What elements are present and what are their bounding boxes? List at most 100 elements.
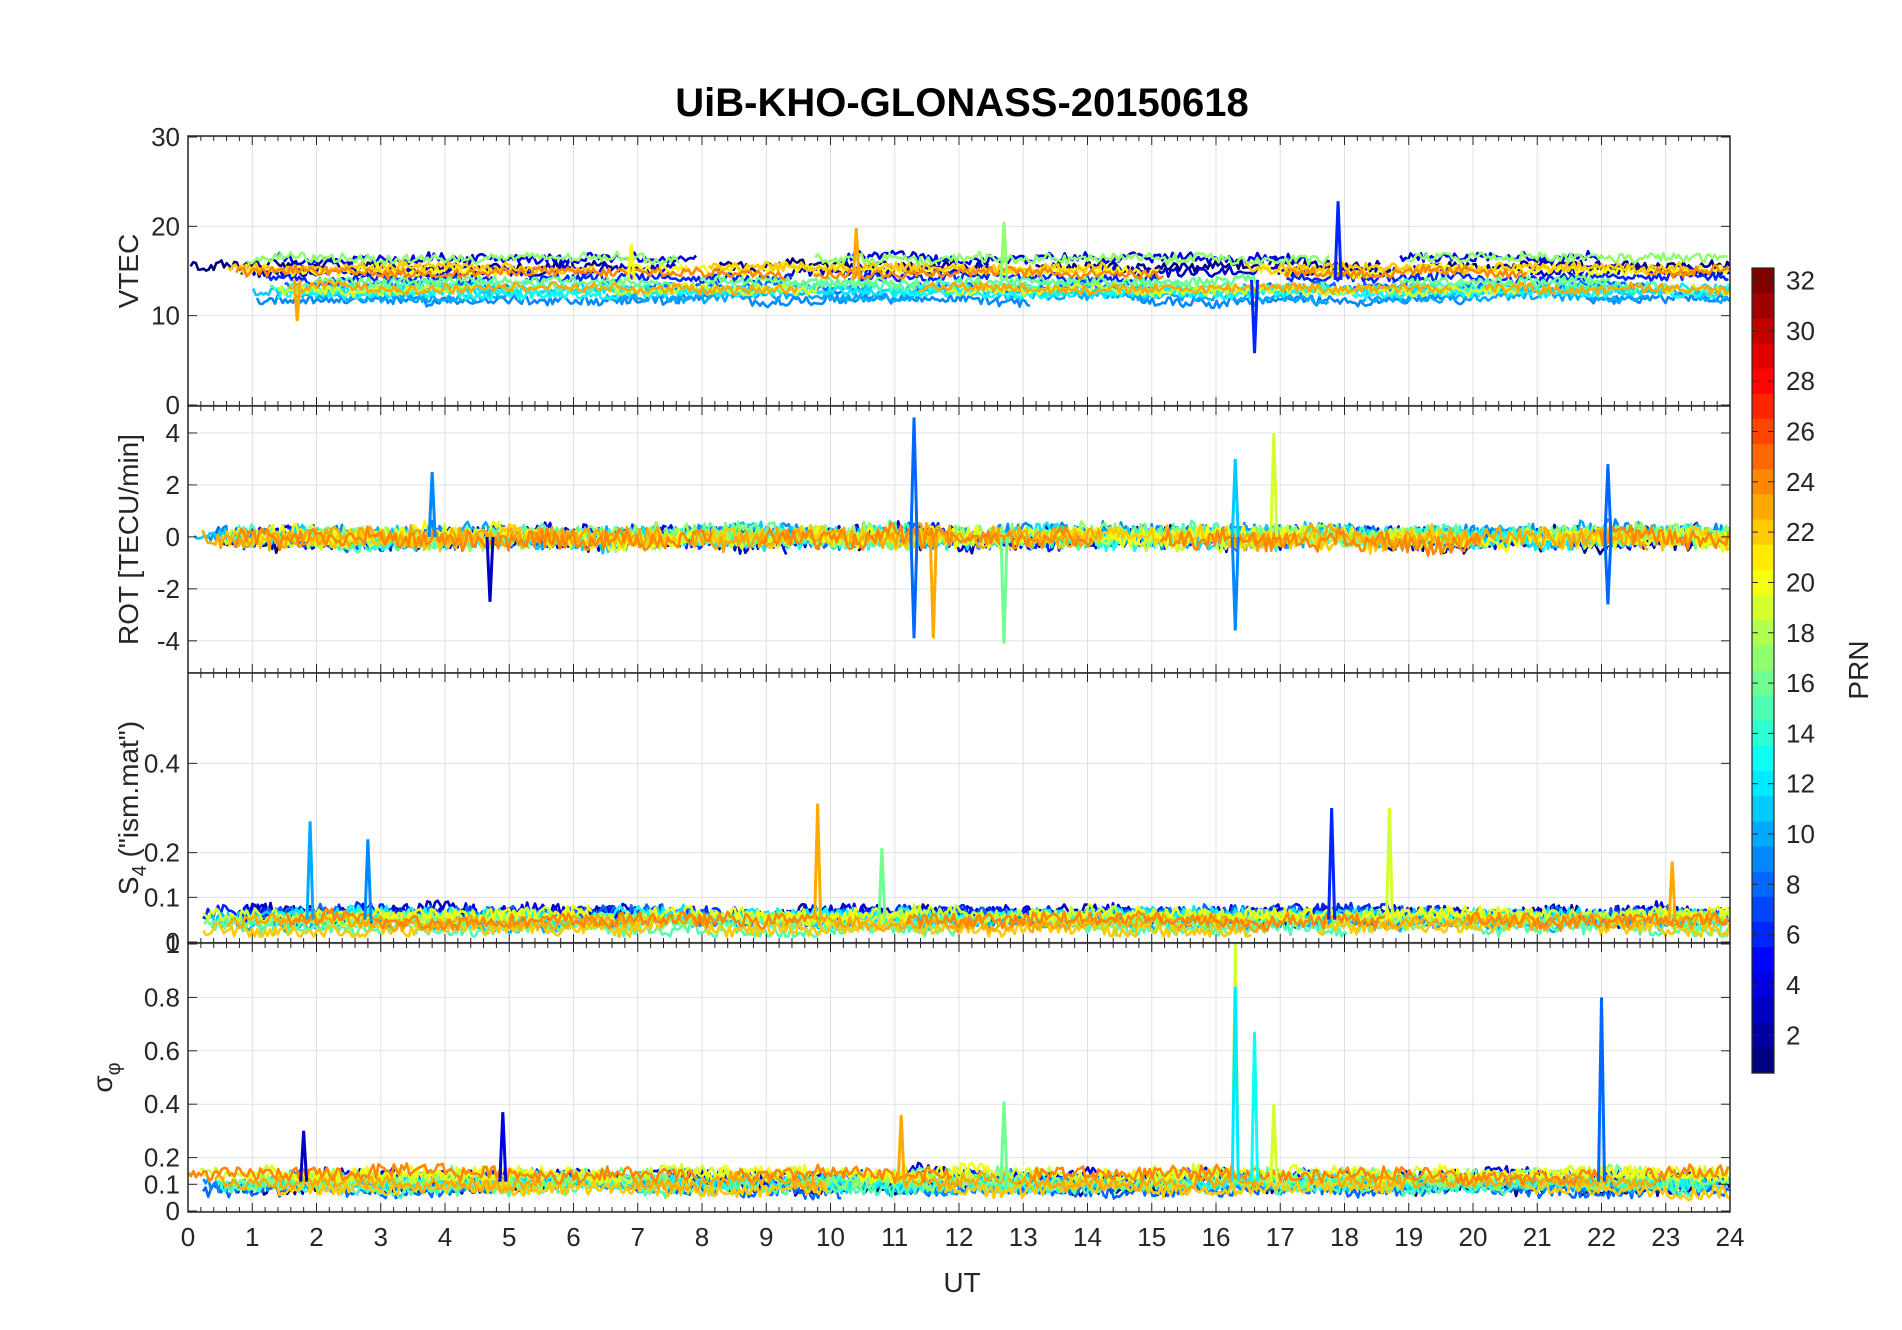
y-axis-label-sigma: σφ [87, 1062, 125, 1092]
series-line-prn-22 [702, 916, 1252, 938]
series-line-prn-22 [1244, 260, 1699, 276]
series-line-prn-24 [1159, 526, 1481, 557]
x-tick-label: 15 [1137, 1222, 1166, 1252]
series-line-prn-24 [1599, 524, 1730, 551]
colorbar-segment [1752, 494, 1774, 521]
series-line-prn-17 [246, 250, 681, 266]
series-line-prn-24 [188, 1162, 698, 1186]
colorbar-tick-label: 4 [1786, 970, 1800, 1000]
spike-mark [999, 221, 1009, 281]
series-line-prn-6 [521, 271, 793, 286]
spike-mark [1269, 432, 1279, 537]
colorbar-segment [1752, 871, 1774, 898]
spike-mark [1230, 986, 1240, 1182]
y-tick-label: 10 [151, 301, 180, 331]
spike-mark [1269, 1104, 1279, 1182]
series-line-prn-16 [699, 273, 921, 291]
series-line-prn-22 [707, 261, 1109, 276]
colorbar-segment [1752, 519, 1774, 546]
series-line-prn-19 [1564, 524, 1730, 551]
x-tick-label: 11 [881, 1222, 908, 1252]
series-line-prn-24 [235, 264, 787, 281]
series-line-prn-24 [232, 525, 713, 553]
colorbar-segment [1752, 343, 1774, 370]
colorbar-segment [1752, 922, 1774, 948]
x-tick-label: 20 [1459, 1222, 1488, 1252]
colorbar-segment [1752, 469, 1774, 496]
colorbar-tick-label: 6 [1786, 920, 1800, 950]
spike-mark [896, 1114, 906, 1182]
spike-mark [498, 1112, 508, 1182]
colorbar-segment [1752, 947, 1774, 973]
y-tick-label: 0.2 [144, 1143, 180, 1173]
series-line-prn-23 [902, 1170, 1265, 1193]
colorbar-segment [1752, 771, 1774, 797]
colorbar-tick-label: 14 [1786, 718, 1815, 748]
x-tick-label: 13 [1009, 1222, 1038, 1252]
spike-mark [1327, 807, 1337, 920]
x-tick-label: 12 [945, 1222, 974, 1252]
colorbar-segment [1752, 645, 1774, 672]
spike-mark [1667, 861, 1677, 920]
spike-mark [928, 536, 938, 639]
y-label-rest: ("ism.mat") [113, 721, 144, 865]
y-tick-label: 30 [151, 122, 180, 152]
series-line-prn-23 [918, 281, 1452, 296]
x-tick-label: 7 [631, 1222, 645, 1252]
spike-mark [292, 279, 302, 322]
series-line-prn-22 [275, 1178, 829, 1199]
x-tick-label: 8 [695, 1222, 709, 1252]
series-line-prn-24 [1283, 263, 1528, 279]
x-tick-label: 9 [759, 1222, 773, 1252]
colorbar-segment [1752, 896, 1774, 923]
spike-mark [1230, 536, 1240, 631]
x-tick-label: 14 [1073, 1222, 1102, 1252]
colorbar-segment [1752, 670, 1774, 697]
colorbar-segment [1752, 745, 1774, 772]
y-tick-label: 0.2 [144, 838, 180, 868]
series-line-prn-20 [240, 1164, 622, 1185]
y-tick-label: -4 [157, 626, 180, 656]
colorbar-frame [1751, 267, 1775, 1074]
colorbar-tick-label: 22 [1786, 517, 1815, 547]
series-group-sigma [188, 943, 1730, 1202]
y-tick-label: 2 [166, 470, 180, 500]
colorbar-segment [1752, 1022, 1774, 1049]
colorbar-label: PRN [1843, 640, 1874, 699]
colorbar-segment [1752, 720, 1774, 747]
panel-vtec: 0 10 20 30 VTEC [113, 122, 1731, 420]
chart-title: UiB-KHO-GLONASS-20150618 [675, 81, 1249, 125]
panel-rot: -4 -2 0 2 4 ROT [TECU/min] [113, 405, 1731, 674]
x-tick-label: 5 [502, 1222, 516, 1252]
panel-s4: 00.10.20.4S4 ("ism.mat") [113, 672, 1731, 957]
colorbar-segment [1752, 972, 1774, 999]
colorbar-tick-label: 20 [1786, 567, 1815, 597]
series-line-prn-24 [1027, 1163, 1601, 1187]
y-tick-label: 0 [166, 522, 180, 552]
spike-mark [1603, 464, 1613, 537]
y-tick-label: 20 [151, 211, 180, 241]
colorbar-tick-label: 26 [1786, 417, 1815, 447]
spike-mark [909, 417, 919, 537]
colorbar-segment [1752, 595, 1774, 621]
series-line-prn-22 [1597, 920, 1730, 938]
series-group-rot [193, 417, 1730, 644]
series-line-prn-17 [814, 250, 1331, 268]
series-line-prn-23 [213, 1173, 543, 1194]
spike-mark [1603, 536, 1613, 605]
y-axis-label-rot: ROT [TECU/min] [113, 434, 144, 645]
colorbar-tick-label: 2 [1786, 1020, 1800, 1050]
colorbar-segment [1752, 268, 1774, 294]
series-line-prn-24 [813, 265, 1165, 281]
series-group-s4 [202, 803, 1730, 938]
series-line-prn-23 [1483, 281, 1730, 296]
colorbar-segment [1752, 569, 1774, 596]
spike-mark [1250, 279, 1260, 354]
colorbar-tick-label: 8 [1786, 869, 1800, 899]
colorbar-tick-label: 18 [1786, 618, 1815, 648]
colorbar-segment [1752, 368, 1774, 395]
series-line-prn-24 [1646, 263, 1730, 279]
x-tick-label: 2 [309, 1222, 323, 1252]
series-line-prn-23 [626, 1170, 825, 1192]
